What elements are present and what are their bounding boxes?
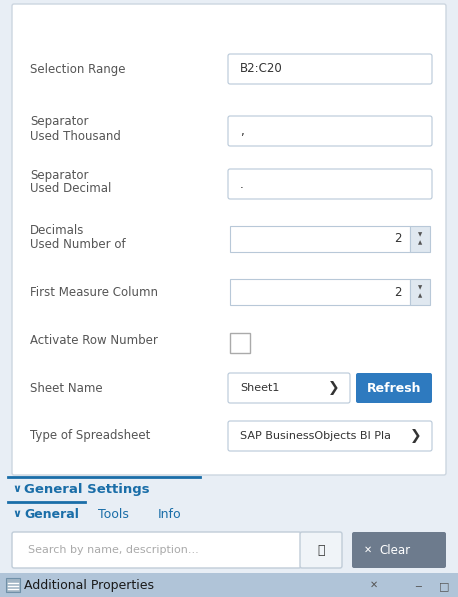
Text: ,: ,: [240, 125, 244, 137]
Text: First Measure Column: First Measure Column: [30, 285, 158, 298]
Text: 🔍: 🔍: [317, 543, 325, 556]
FancyBboxPatch shape: [228, 169, 432, 199]
Bar: [230, 279, 410, 305]
FancyBboxPatch shape: [228, 373, 350, 403]
Text: Separator: Separator: [30, 168, 88, 181]
Text: ✕: ✕: [364, 545, 372, 555]
Text: Clear: Clear: [379, 543, 410, 556]
Text: Activate Row Number: Activate Row Number: [30, 334, 158, 347]
Bar: [0, 477, 458, 501]
Text: ▼: ▼: [418, 285, 422, 291]
Text: ∨: ∨: [12, 509, 21, 519]
Text: Used Decimal: Used Decimal: [30, 183, 111, 195]
Text: □: □: [439, 581, 449, 591]
Bar: [410, 279, 430, 305]
Text: Used Thousand: Used Thousand: [30, 130, 121, 143]
FancyBboxPatch shape: [228, 421, 432, 451]
Text: ▲: ▲: [418, 294, 422, 298]
Bar: [230, 333, 250, 353]
Text: Selection Range: Selection Range: [30, 63, 125, 75]
Text: ∨: ∨: [12, 484, 21, 494]
Text: General: General: [24, 507, 79, 521]
Text: ❯: ❯: [410, 429, 422, 443]
Text: ▼: ▼: [418, 232, 422, 238]
Text: 2: 2: [394, 232, 402, 245]
Text: Sheet1: Sheet1: [240, 383, 279, 393]
Text: Sheet Name: Sheet Name: [30, 381, 103, 395]
Text: Used Number of: Used Number of: [30, 238, 125, 251]
Bar: [0, 527, 458, 573]
Text: Refresh: Refresh: [367, 381, 421, 395]
Text: Type of Spreadsheet: Type of Spreadsheet: [30, 429, 150, 442]
FancyBboxPatch shape: [228, 54, 432, 84]
Bar: [410, 226, 430, 252]
Bar: [0, 501, 458, 527]
Bar: [230, 226, 410, 252]
Text: General Settings: General Settings: [24, 482, 150, 496]
Text: B2:C20: B2:C20: [240, 63, 283, 75]
Text: Search by name, description...: Search by name, description...: [28, 545, 199, 555]
Bar: [6, 578, 20, 592]
Text: 2: 2: [394, 285, 402, 298]
FancyBboxPatch shape: [356, 373, 432, 403]
Text: Additional Properties: Additional Properties: [24, 578, 154, 592]
Text: ✕: ✕: [370, 580, 378, 590]
Text: ▲: ▲: [418, 241, 422, 245]
Text: SAP BusinessObjects BI Pla: SAP BusinessObjects BI Pla: [240, 431, 391, 441]
Text: Decimals: Decimals: [30, 223, 84, 236]
FancyBboxPatch shape: [352, 532, 446, 568]
Text: Info: Info: [158, 507, 182, 521]
FancyBboxPatch shape: [12, 4, 446, 475]
FancyBboxPatch shape: [228, 116, 432, 146]
FancyBboxPatch shape: [12, 532, 301, 568]
FancyBboxPatch shape: [300, 532, 342, 568]
Bar: [0, 573, 458, 597]
Text: Separator: Separator: [30, 115, 88, 128]
Text: ─: ─: [415, 582, 421, 592]
Text: .: .: [240, 177, 244, 190]
Text: Tools: Tools: [98, 507, 129, 521]
Text: ❯: ❯: [328, 381, 340, 395]
